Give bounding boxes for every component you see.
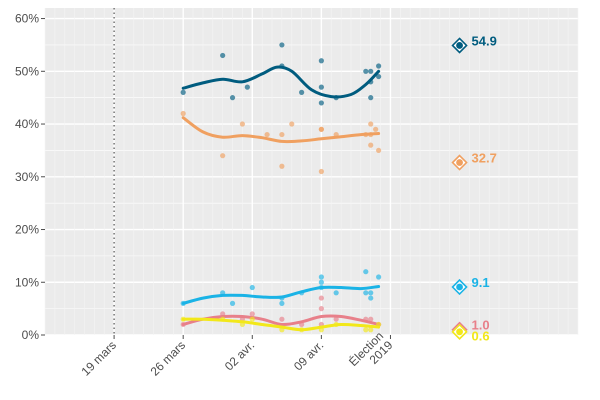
- poll-point: [368, 142, 374, 148]
- poll-point: [368, 327, 374, 333]
- poll-point: [368, 290, 374, 296]
- poll-point: [244, 84, 250, 90]
- poll-point: [368, 121, 374, 127]
- poll-point: [220, 153, 226, 159]
- poll-point: [368, 316, 374, 322]
- x-tick-label-group: 26 mars: [148, 338, 189, 379]
- poll-point: [318, 306, 324, 312]
- x-tick-label: 19 mars: [78, 338, 119, 379]
- poll-point: [318, 84, 324, 90]
- poll-point: [249, 311, 255, 317]
- poll-point: [368, 95, 374, 101]
- poll-point: [376, 274, 382, 280]
- poll-point: [363, 327, 369, 333]
- poll-point: [333, 290, 339, 296]
- poll-point: [279, 131, 285, 138]
- result-marker: [451, 37, 468, 54]
- poll-point: [318, 126, 324, 132]
- y-tick-label: 10%: [15, 275, 39, 289]
- poll-point: [299, 89, 305, 95]
- trend-line: [181, 285, 381, 305]
- result-label: 32.7: [472, 151, 497, 166]
- poll-point: [239, 121, 246, 127]
- poll-point: [318, 58, 324, 64]
- poll-point: [368, 68, 374, 74]
- trend-line: [181, 317, 381, 332]
- poll-point: [229, 95, 236, 101]
- poll-point: [333, 316, 339, 322]
- trend-line: [181, 65, 381, 99]
- result-marker: [451, 278, 468, 296]
- poll-point: [180, 110, 186, 117]
- x-tick-label-group: 09 avr.: [291, 338, 326, 373]
- result-label: 0.6: [472, 329, 490, 344]
- y-tick-label: 30%: [15, 170, 39, 184]
- result-label: 9.1: [472, 275, 490, 290]
- y-tick-label: 40%: [15, 117, 39, 131]
- result-point: [456, 159, 463, 166]
- x-tick-label: 09 avr.: [291, 338, 326, 373]
- y-tick-label: 50%: [15, 64, 39, 78]
- result-label: 54.9: [472, 33, 497, 48]
- trend-line: [181, 116, 381, 144]
- result-label: 1.0: [472, 318, 490, 333]
- poll-point: [368, 295, 374, 301]
- results-layer: 54.9 32.7 9.1 1.00.6: [451, 33, 497, 344]
- poll-point: [279, 163, 285, 169]
- poll-point: [376, 63, 382, 69]
- series-group: [180, 110, 382, 175]
- x-tick-label-group: 02 avr.: [222, 338, 257, 373]
- poll-point: [318, 100, 324, 106]
- poll-point: [220, 52, 226, 59]
- y-axis: 0% 10% 20% 30% 40% 50% 60%: [15, 12, 45, 342]
- poll-point: [318, 274, 324, 280]
- poll-point: [376, 73, 382, 80]
- poll-point: [363, 290, 369, 296]
- result-marker: [451, 323, 468, 340]
- x-tick-label: 02 avr.: [222, 338, 257, 373]
- poll-point: [318, 279, 324, 285]
- y-tick-label: 0%: [22, 328, 40, 342]
- poll-point: [363, 68, 369, 74]
- trend-line: [181, 314, 381, 327]
- poll-point: [249, 284, 255, 291]
- poll-point: [376, 147, 382, 154]
- series-group: [180, 316, 382, 333]
- y-tick-label: 60%: [15, 12, 39, 26]
- series-layer: [180, 42, 382, 333]
- series-group: [180, 42, 382, 106]
- x-tick-label: 26 mars: [148, 338, 189, 379]
- result-marker: [451, 154, 468, 171]
- poll-point: [180, 89, 186, 95]
- poll-point: [279, 42, 285, 48]
- poll-point: [318, 295, 324, 301]
- poll-point: [363, 269, 369, 275]
- result-point: [456, 42, 463, 49]
- result-point: [456, 283, 463, 291]
- poll-point: [279, 316, 285, 322]
- poll-point: [289, 121, 295, 127]
- series-group: [180, 269, 382, 306]
- poll-point: [229, 300, 236, 306]
- poll-point: [249, 316, 255, 322]
- poll-point: [318, 168, 324, 175]
- poll-point: [264, 131, 270, 138]
- poll-point: [279, 300, 285, 306]
- result-point: [456, 328, 463, 336]
- x-tick-label-group: 19 mars: [78, 338, 119, 379]
- y-tick-label: 20%: [15, 223, 39, 237]
- poll-point: [373, 126, 379, 132]
